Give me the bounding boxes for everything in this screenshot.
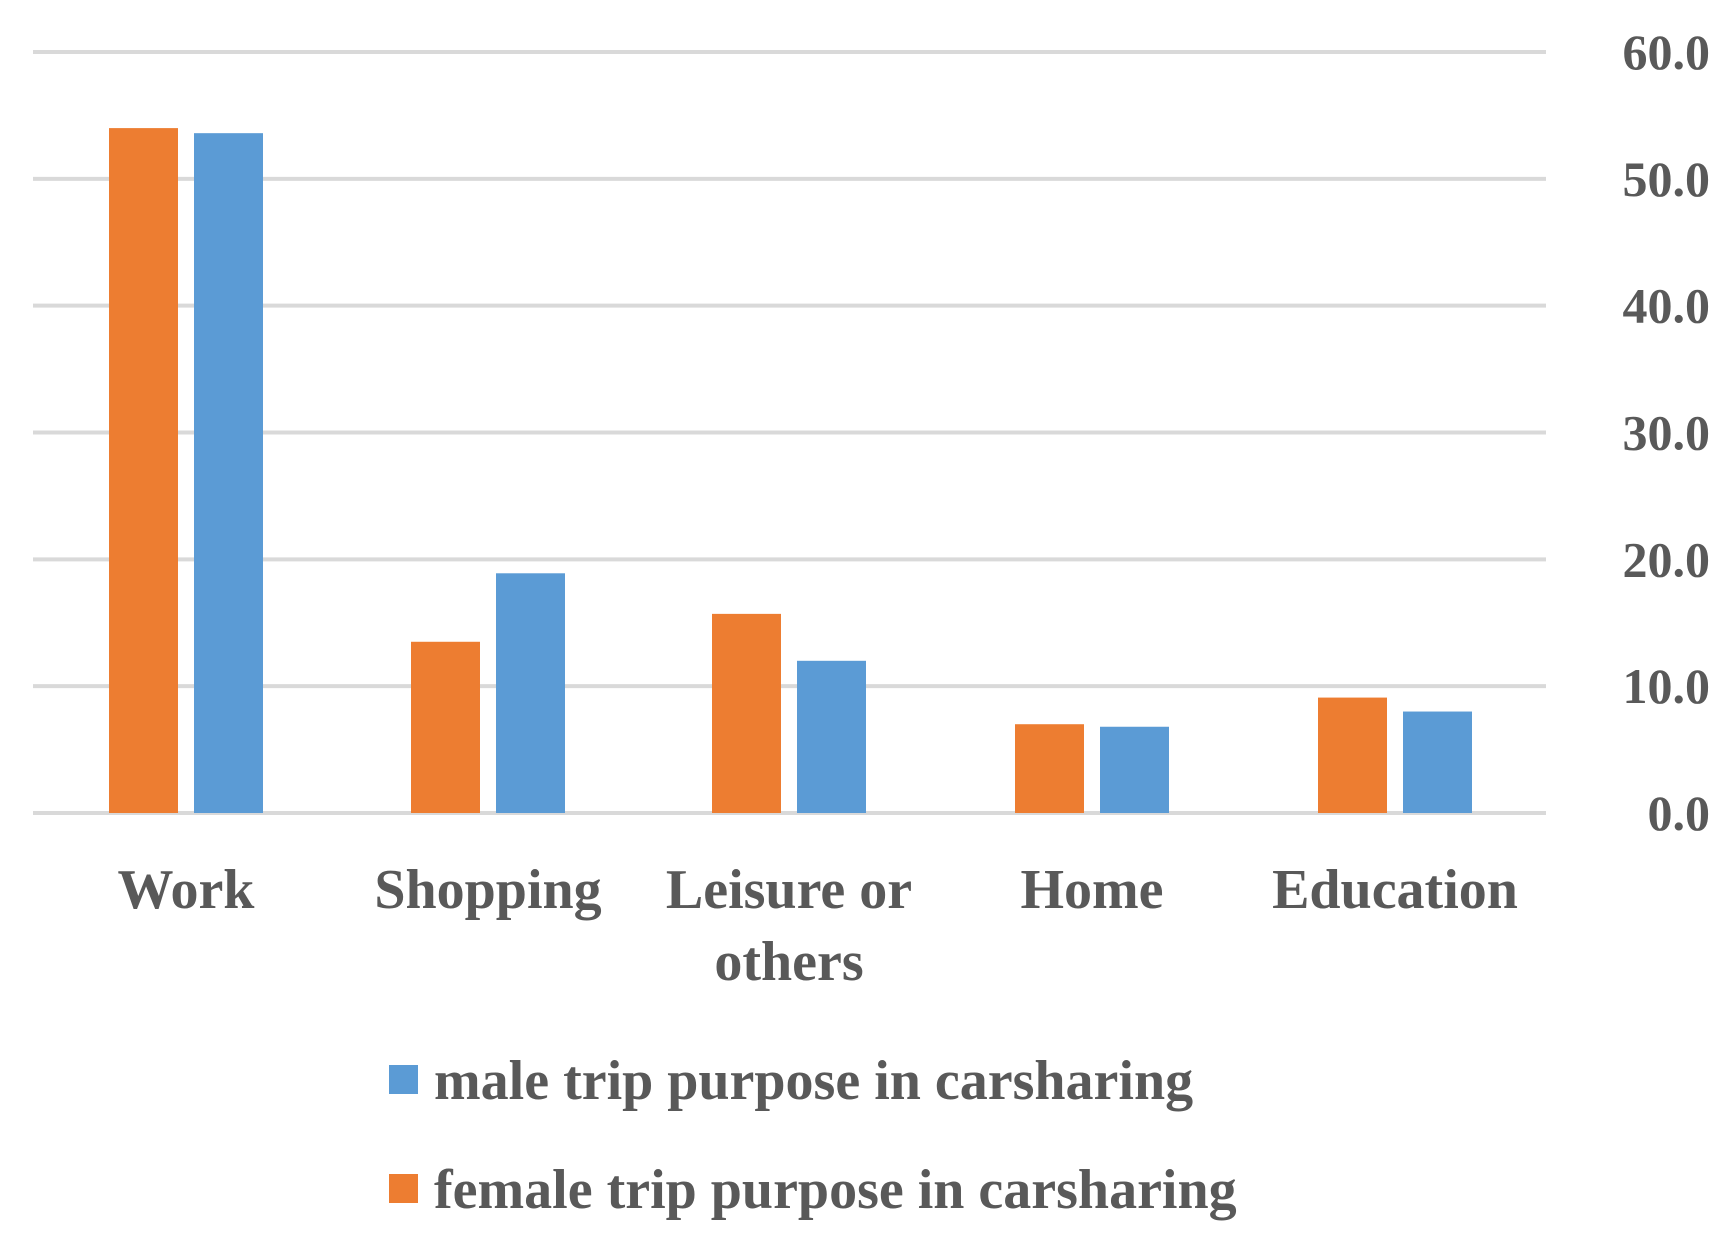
x-category-label: Leisure or others [666, 859, 912, 993]
bar-female-shopping [411, 641, 480, 813]
y-tick-label: 10.0 [1623, 658, 1711, 714]
bar-female-home [1015, 724, 1084, 813]
bar-male-education [1403, 711, 1472, 813]
x-category-label: Shopping [374, 859, 601, 921]
y-tick-label: 40.0 [1623, 278, 1711, 334]
y-tick-label: 30.0 [1623, 405, 1711, 461]
y-tick-label: 20.0 [1623, 531, 1711, 587]
x-category-label: Education [1272, 859, 1518, 921]
legend-label: female trip purpose in carsharing [434, 1159, 1237, 1221]
legend-label: male trip purpose in carsharing [434, 1050, 1193, 1112]
bar-female-leisure-or-others [712, 613, 781, 813]
bar-male-shopping [496, 573, 565, 813]
x-category-label: Work [118, 859, 256, 921]
bar-female-education [1318, 697, 1387, 813]
bar-female-work [109, 128, 178, 814]
y-tick-label: 50.0 [1623, 151, 1711, 207]
legend-swatch [389, 1065, 418, 1094]
y-axis-tick-labels: 0.0 10.0 20.0 30.0 40.0 50.0 60.0 [1623, 24, 1711, 841]
y-tick-label: 60.0 [1623, 24, 1711, 80]
y-tick-label: 0.0 [1648, 785, 1711, 841]
gridlines [33, 50, 1546, 815]
legend: male trip purpose in carsharing female tr… [389, 1050, 1237, 1221]
bar-male-home [1100, 726, 1169, 813]
bar-male-leisure-or-others [797, 660, 866, 813]
bars [109, 128, 1472, 814]
bar-male-work [194, 133, 263, 813]
x-category-label: Home [1020, 859, 1163, 921]
x-axis-category-labels: Work Shopping Leisure or others Home Educatio… [118, 859, 1518, 993]
legend-swatch [389, 1174, 418, 1203]
